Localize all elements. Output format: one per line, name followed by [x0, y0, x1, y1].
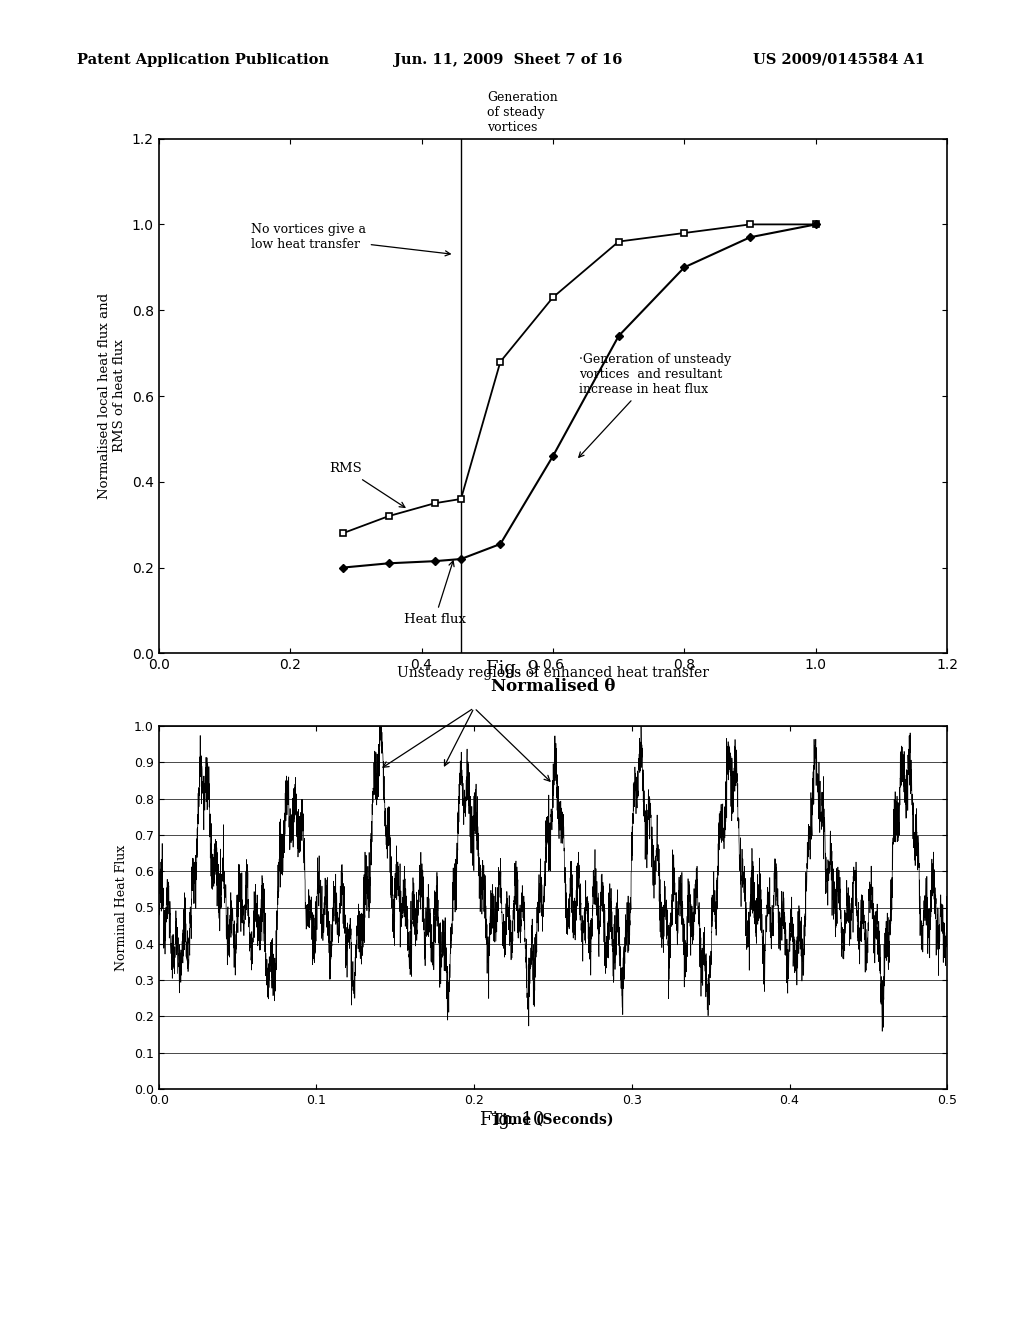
- Text: Jun. 11, 2009  Sheet 7 of 16: Jun. 11, 2009 Sheet 7 of 16: [394, 53, 623, 67]
- Text: US 2009/0145584 A1: US 2009/0145584 A1: [753, 53, 925, 67]
- Text: No vortices give a
low heat transfer: No vortices give a low heat transfer: [251, 223, 451, 256]
- Text: RMS: RMS: [330, 462, 404, 507]
- Text: Heat flux: Heat flux: [403, 561, 466, 626]
- X-axis label: Normalised θ: Normalised θ: [490, 677, 615, 694]
- Title: Unsteady regions of enhanced heat transfer: Unsteady regions of enhanced heat transf…: [397, 667, 709, 680]
- Y-axis label: Normalised local heat flux and
RMS of heat flux: Normalised local heat flux and RMS of he…: [98, 293, 126, 499]
- Text: Fig. 10: Fig. 10: [480, 1111, 544, 1130]
- Text: Generation
of steady
vortices: Generation of steady vortices: [487, 91, 558, 135]
- Text: Patent Application Publication: Patent Application Publication: [77, 53, 329, 67]
- Y-axis label: Norminal Heat Flux: Norminal Heat Flux: [116, 845, 128, 970]
- X-axis label: Time (Seconds): Time (Seconds): [493, 1113, 613, 1126]
- Text: Fig. 9: Fig. 9: [485, 660, 539, 678]
- Text: ·Generation of unsteady
vortices  and resultant
increase in heat flux: ·Generation of unsteady vortices and res…: [579, 352, 731, 457]
